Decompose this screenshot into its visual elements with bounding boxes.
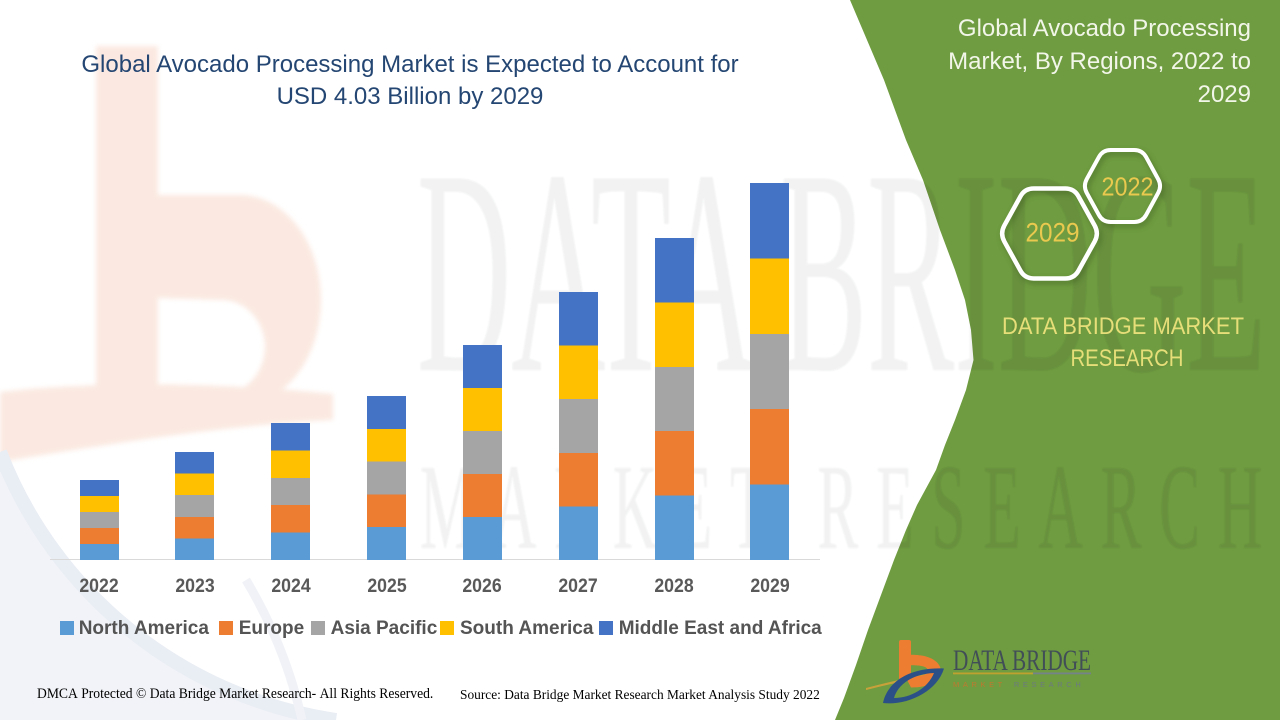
svg-text:DATA BRIDGE: DATA BRIDGE	[417, 111, 1266, 434]
svg-text:RESEARCH: RESEARCH	[1071, 345, 1184, 372]
svg-text:MARKET RESEARCH: MARKET RESEARCH	[420, 440, 1280, 575]
svg-text:2022: 2022	[1101, 173, 1153, 201]
svg-text:2029: 2029	[1025, 218, 1079, 247]
svg-text:DATA BRIDGE MARKET: DATA BRIDGE MARKET	[1002, 313, 1244, 340]
svg-text:DATA BRIDGE: DATA BRIDGE	[953, 644, 1091, 677]
